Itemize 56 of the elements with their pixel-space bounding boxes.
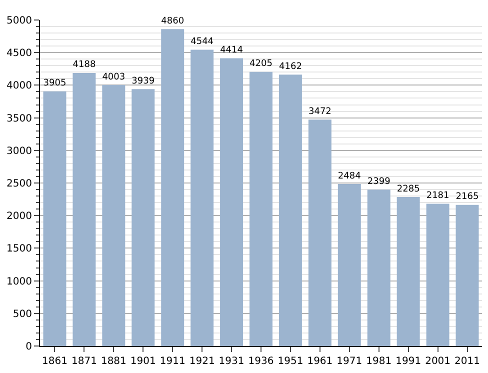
data-label: 2165 <box>456 192 479 202</box>
y-tick-label: 500 <box>12 308 32 320</box>
x-tick-label: 2011 <box>454 356 480 367</box>
x-tick-label: 1931 <box>218 356 244 367</box>
data-label: 2181 <box>426 191 450 202</box>
x-tick-label: 1911 <box>160 356 186 367</box>
y-tick-label: 5000 <box>6 16 32 26</box>
data-label: 4162 <box>278 62 302 72</box>
y-tick-label: 1000 <box>6 276 32 288</box>
bar <box>102 85 126 346</box>
x-tick-label: 1921 <box>189 356 215 367</box>
y-tick-label: 4500 <box>6 48 32 60</box>
x-tick-label: 2001 <box>425 356 451 367</box>
bar <box>250 72 272 346</box>
bar <box>338 184 361 346</box>
bar <box>456 204 479 346</box>
x-tick-label: 1991 <box>396 356 422 367</box>
data-label: 4544 <box>190 37 214 48</box>
data-label: 4860 <box>161 16 184 26</box>
data-label: 4414 <box>220 46 244 56</box>
data-label: 2399 <box>367 176 391 187</box>
bar <box>220 58 244 346</box>
x-tick-label: 1901 <box>130 356 156 367</box>
data-label: 2285 <box>396 184 420 194</box>
x-tick-label: 1861 <box>42 356 68 367</box>
y-tick-label: 2500 <box>6 178 32 190</box>
y-tick-label: 1500 <box>6 244 32 255</box>
x-tick-label: 1981 <box>366 356 392 367</box>
data-label: 3905 <box>43 78 66 89</box>
x-tick-label: 1936 <box>248 356 274 367</box>
y-tick-label: 3500 <box>6 113 32 124</box>
x-tick-label: 1871 <box>71 356 97 367</box>
x-tick-label: 1961 <box>307 356 333 367</box>
bar <box>426 204 450 346</box>
data-label: 2484 <box>338 171 362 182</box>
bar <box>161 29 184 346</box>
bar <box>72 72 96 346</box>
data-label: 4205 <box>250 59 272 70</box>
x-tick-label: 1951 <box>278 356 304 367</box>
y-tick-label: 4000 <box>6 80 32 92</box>
bar <box>396 197 420 346</box>
data-label: 3939 <box>132 76 155 86</box>
data-label: 4003 <box>102 72 126 82</box>
x-tick-label: 1881 <box>100 356 126 367</box>
x-tick-label: 1971 <box>336 356 362 367</box>
data-label: 3472 <box>308 106 332 117</box>
bar <box>43 91 66 346</box>
bar <box>132 89 155 346</box>
y-tick-label: 3000 <box>6 146 32 157</box>
bar <box>367 190 390 346</box>
bar <box>278 74 302 346</box>
y-tick-label: 2000 <box>6 211 32 222</box>
bar <box>190 50 214 346</box>
bar <box>308 120 332 346</box>
data-label: 4188 <box>72 60 96 70</box>
y-tick-label: 0 <box>26 342 32 352</box>
